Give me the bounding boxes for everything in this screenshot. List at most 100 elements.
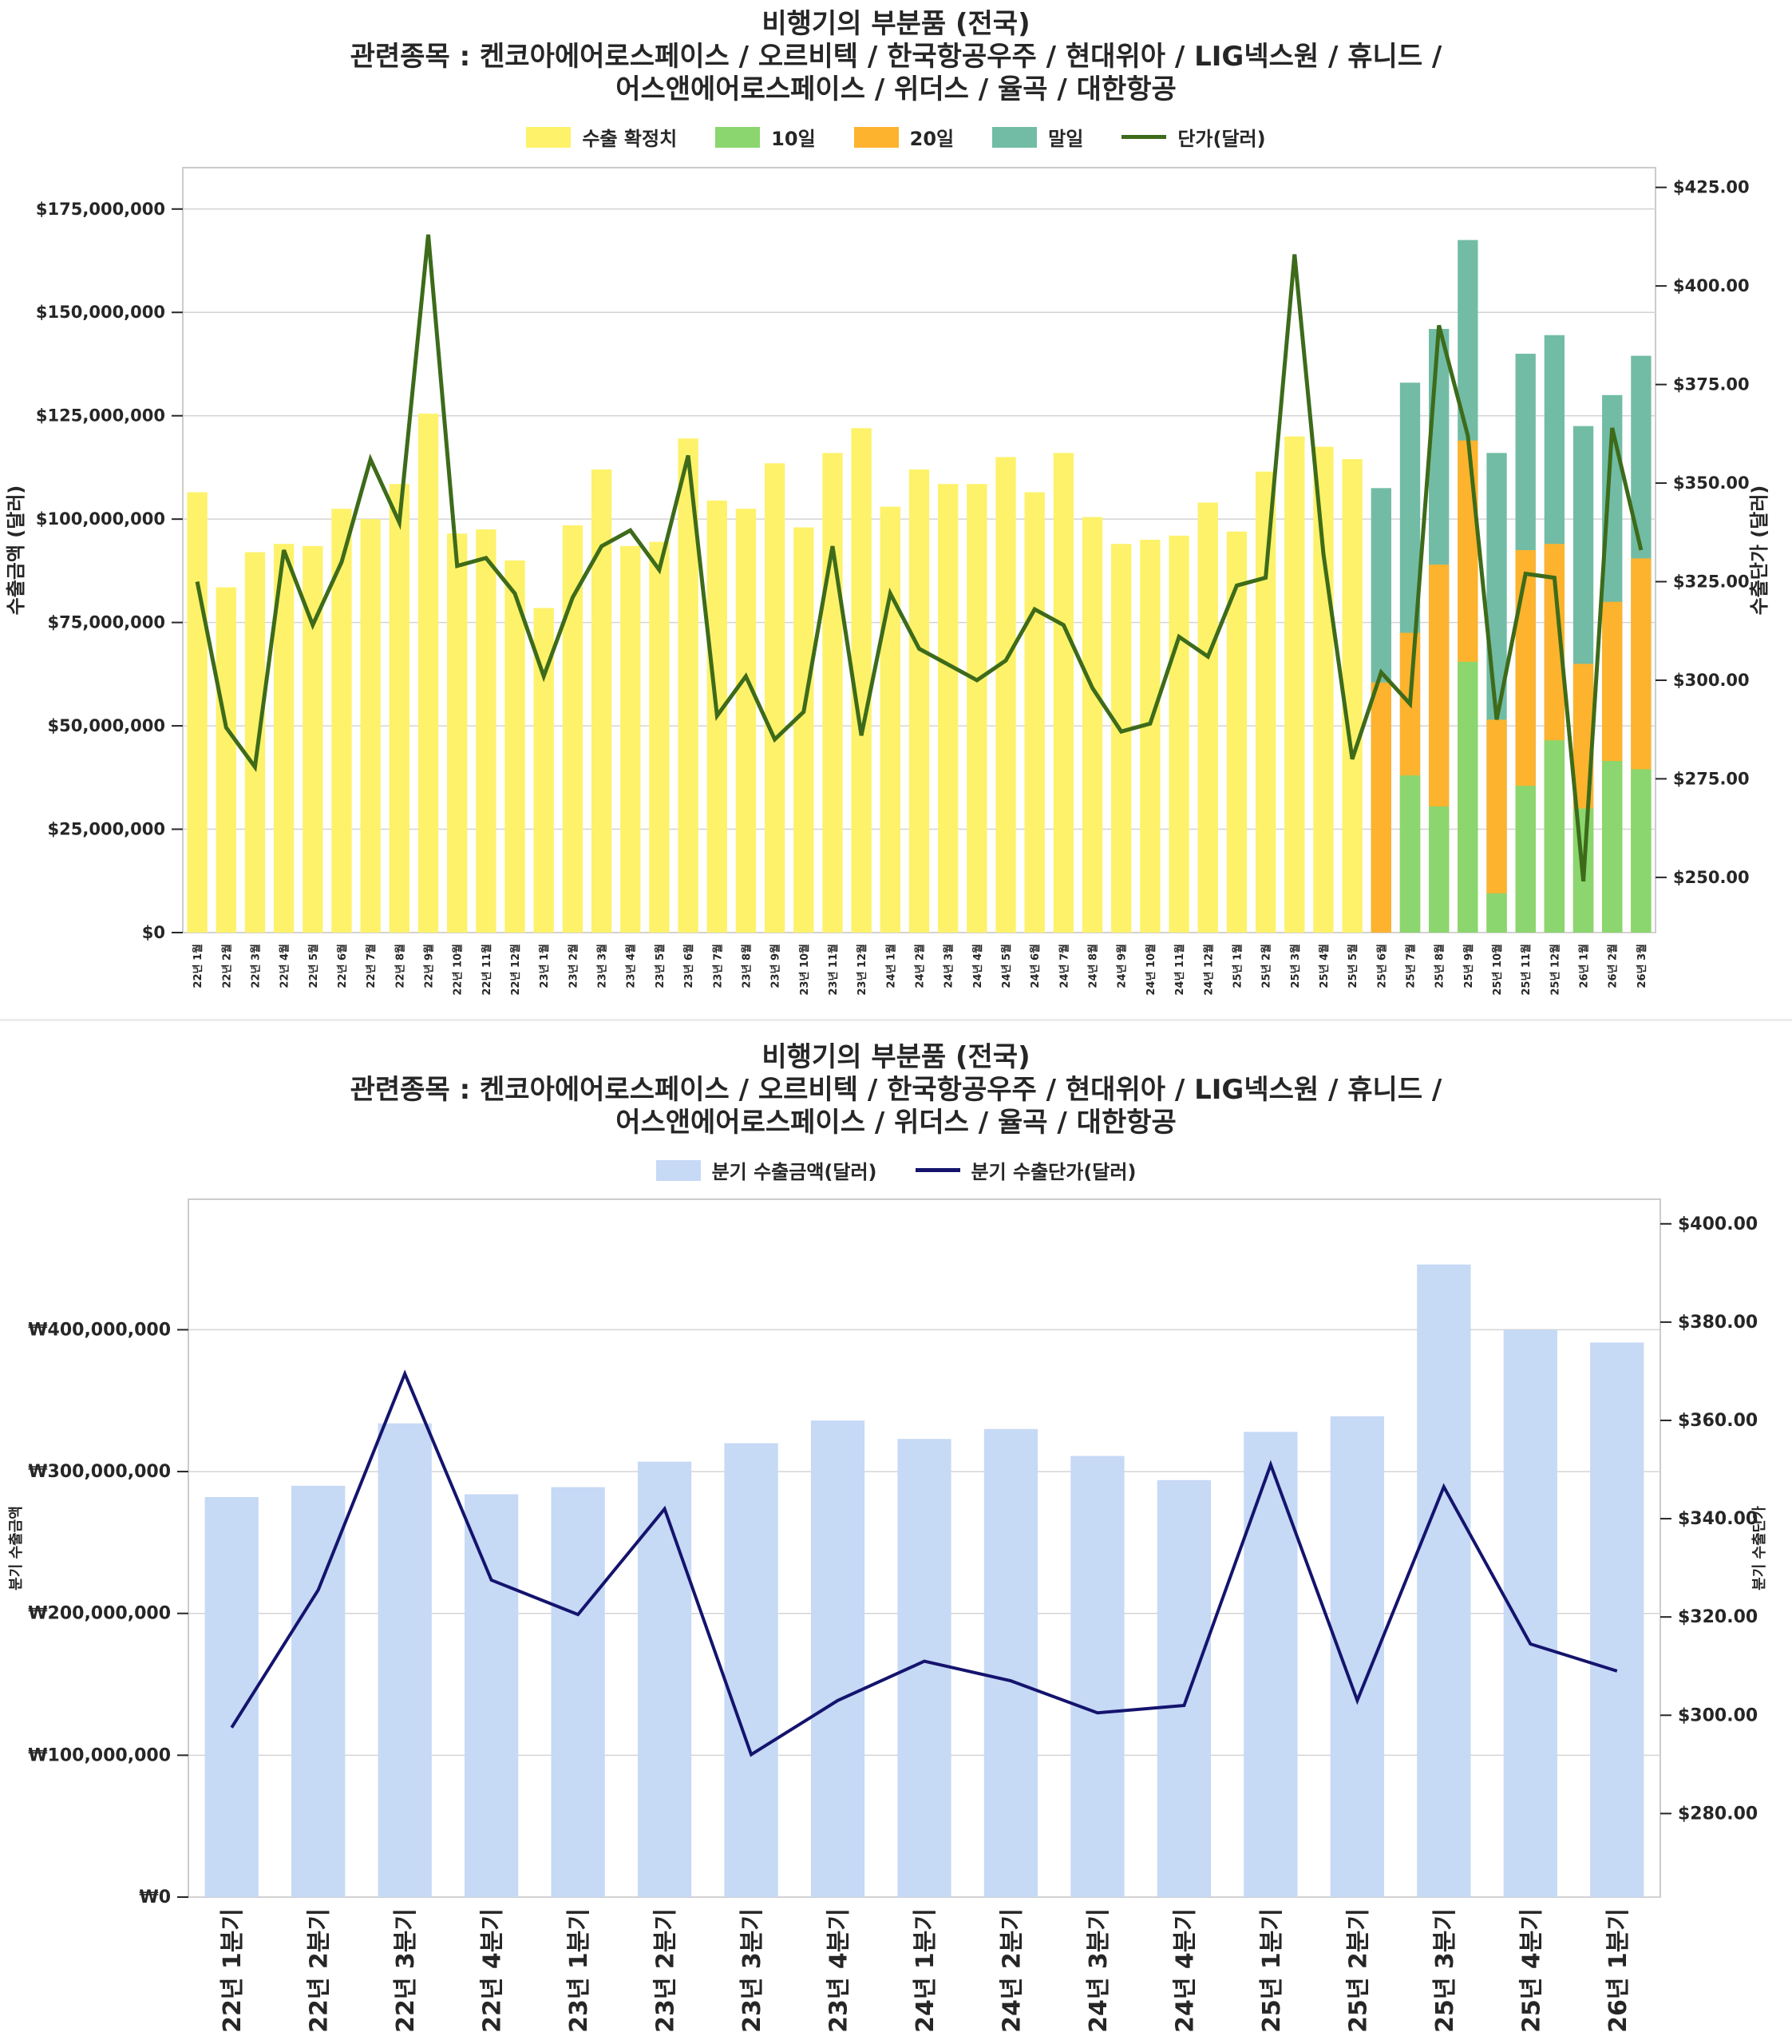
x-tick-label: 24년 9월 [1116, 944, 1129, 988]
bar-confirmed [735, 509, 757, 933]
x-tick-label: 24년 1분기 [912, 1908, 940, 2033]
y2-tick-label: $250.00 [1673, 868, 1750, 887]
bar-confirmed [244, 552, 266, 933]
x-tick-label: 22년 5월 [307, 944, 320, 988]
x-tick-label: 22년 3분기 [392, 1908, 420, 2033]
bar-quarterly-amount [1503, 1329, 1557, 1897]
bar-10th [1602, 761, 1623, 933]
chart-subtitle-line-2: 어스앤에어로스페이스 / 위더스 / 율곡 / 대한항공 [615, 73, 1177, 105]
y-tick-label: ₩100,000,000 [28, 1745, 171, 1765]
bar-quarterly-amount [378, 1423, 432, 1897]
x-tick-label: 24년 11월 [1173, 944, 1186, 996]
y2-tick-label: $300.00 [1678, 1705, 1758, 1725]
legend-swatch-quarterly-price [915, 1168, 960, 1172]
x-tick-label: 25년 11월 [1520, 944, 1533, 996]
x-tick-label: 23년 3분기 [738, 1908, 766, 2033]
legend-item-20th: 20일 [853, 123, 954, 151]
x-tick-label: 26년 1월 [1578, 944, 1591, 988]
panel-divider [0, 1019, 1792, 1021]
bar-confirmed [591, 469, 612, 933]
x-tick-label: 25년 6월 [1375, 944, 1388, 988]
bar-20th [1371, 682, 1391, 933]
bar-confirmed [764, 463, 785, 933]
quarterly-chart-panel: 비행기의 부분품 (전국) 관련종목 : 켄코아에어로스페이스 / 오르비텍 /… [0, 1022, 1792, 2044]
x-tick-label: 25년 5월 [1347, 944, 1359, 988]
bar-10th [1486, 893, 1507, 933]
x-tick-label: 22년 6월 [336, 944, 349, 988]
y2-tick-label: $400.00 [1678, 1214, 1758, 1234]
y2-tick-label: $325.00 [1673, 572, 1750, 592]
y-tick-label: $100,000,000 [36, 509, 165, 529]
y2-tick-label: $350.00 [1673, 473, 1750, 493]
y2-tick-label: $320.00 [1678, 1607, 1758, 1627]
legend-label: 분기 수출금액(달러) [711, 1161, 877, 1183]
bar-quarterly-amount [1157, 1480, 1212, 1897]
bar-confirmed [1053, 453, 1074, 933]
bar-confirmed [880, 506, 900, 933]
bar-quarterly-amount [724, 1443, 778, 1897]
bar-confirmed [995, 457, 1016, 933]
x-tick-label: 24년 4분기 [1171, 1908, 1199, 2033]
monthly-chart-panel: 비행기의 부분품 (전국) 관련종목 : 켄코아에어로스페이스 / 오르비텍 /… [0, 0, 1792, 1018]
x-tick-label: 25년 1분기 [1258, 1908, 1286, 2033]
y-tick-label: $150,000,000 [36, 303, 165, 322]
legend-label: 분기 수출단가(달러) [971, 1161, 1137, 1183]
y2-tick-label: $425.00 [1673, 178, 1750, 197]
bar-quarterly-amount [810, 1420, 865, 1897]
x-tick-label: 24년 10월 [1145, 944, 1157, 996]
bar-confirmed [476, 529, 496, 933]
bar-quarterly-amount [983, 1428, 1038, 1897]
x-tick-label: 23년 6월 [682, 944, 695, 988]
y2-tick-label: $360.00 [1678, 1411, 1758, 1431]
bar-confirmed [1024, 492, 1045, 933]
x-tick-label: 24년 1월 [884, 944, 897, 988]
bar-confirmed [417, 414, 439, 933]
x-tick-label: 22년 10월 [452, 944, 465, 996]
x-tick-label: 23년 7월 [711, 944, 724, 988]
x-tick-label: 25년 4월 [1318, 944, 1331, 988]
x-tick-label: 22년 4분기 [479, 1908, 507, 2033]
x-tick-label: 22년 3월 [249, 944, 262, 988]
x-tick-label: 23년 9월 [769, 944, 782, 988]
x-tick-label: 24년 7월 [1058, 944, 1070, 988]
legend-swatch-confirmed [526, 126, 572, 148]
bar-confirmed [447, 533, 468, 933]
y2-axis-label: 수출단가 (달러) [1748, 485, 1770, 616]
bar-confirmed [331, 509, 352, 933]
bar-confirmed [562, 525, 583, 933]
x-tick-label: 24년 2분기 [998, 1908, 1026, 2033]
x-tick-label: 24년 8월 [1087, 944, 1100, 988]
y-tick-label: $75,000,000 [48, 613, 165, 632]
y-tick-label: $0 [142, 923, 165, 942]
x-tick-label: 26년 1분기 [1604, 1908, 1632, 2033]
x-tick-label: 24년 6월 [1029, 944, 1042, 988]
y2-tick-label: $340.00 [1678, 1509, 1758, 1529]
x-tick-label: 23년 3월 [596, 944, 609, 988]
y-tick-label: $50,000,000 [48, 716, 165, 735]
x-tick-label: 25년 1월 [1231, 944, 1244, 988]
monthly-chart-svg: $0 $25,000,000 $50,000,000 $75,000,000 $100,… [5, 167, 1770, 996]
bar-confirmed [389, 484, 409, 933]
bar-quarterly-amount [1070, 1456, 1125, 1897]
x-tick-label: 22년 1월 [192, 944, 204, 988]
bar-confirmed [967, 484, 987, 933]
bar-confirmed [793, 527, 814, 933]
bar-confirmed [504, 560, 525, 933]
y-tick-label: $125,000,000 [36, 406, 165, 426]
x-tick-label: 23년 10월 [798, 944, 811, 996]
x-tick-label: 22년 8월 [394, 944, 406, 988]
x-tick-label: 22년 1분기 [219, 1908, 247, 2033]
x-tick-label: 23년 12월 [856, 944, 868, 996]
legend-item-quarterly-amount: 분기 수출금액(달러) [655, 1156, 877, 1184]
y-tick-label: ₩200,000,000 [28, 1604, 171, 1624]
bar-quarterly-amount [1590, 1342, 1644, 1897]
x-tick-label: 25년 8월 [1434, 944, 1446, 988]
legend-label: 말일 [1048, 128, 1084, 150]
legend-swatch-20th [853, 126, 899, 148]
bar-confirmed [1255, 471, 1276, 933]
bar-confirmed [1197, 502, 1218, 933]
x-tick-label: 23년 2월 [567, 944, 580, 988]
x-tick-label: 26년 3월 [1636, 944, 1648, 988]
chart-subtitle-line-1: 관련종목 : 켄코아에어로스페이스 / 오르비텍 / 한국항공우주 / 현대위아… [350, 1074, 1442, 1106]
x-tick-label: 23년 8월 [740, 944, 753, 988]
